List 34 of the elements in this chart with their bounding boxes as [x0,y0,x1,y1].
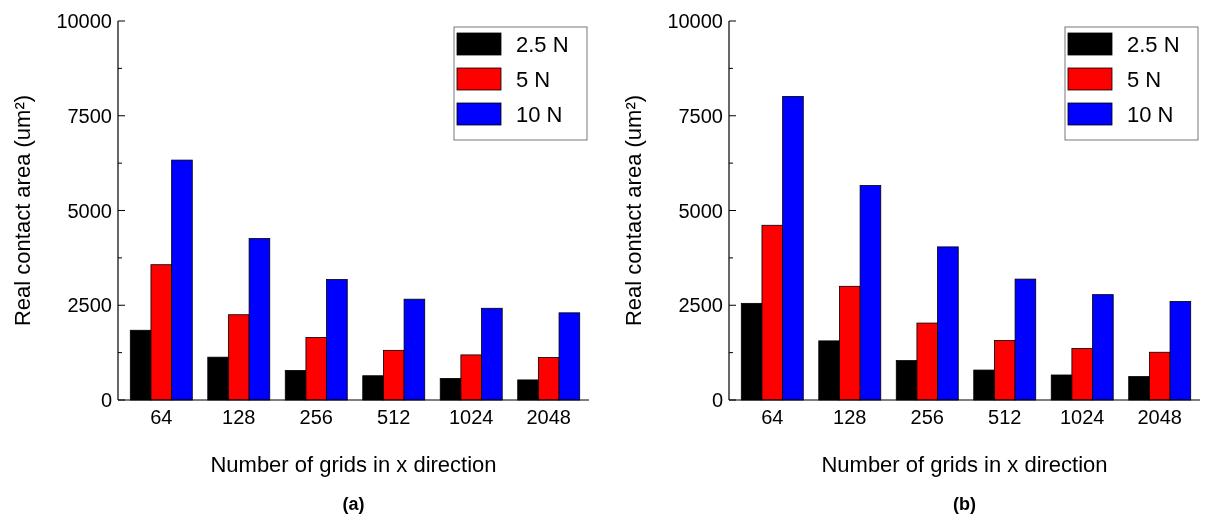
y-tick-label: 0 [711,389,723,411]
text: (b) [953,494,976,514]
x-tick-label: 128 [833,406,867,428]
x-tick-label: 64 [150,406,173,428]
x-axis-title: Number of grids in x direction [210,452,497,477]
x-tick-label: 1024 [448,406,494,428]
legend-label: 10 N [516,101,563,127]
legend-label: 5 N [1127,66,1162,92]
x-tick-label: 128 [222,406,256,428]
y-tick-label: 10000 [56,10,112,32]
legend-label: 5 N [516,66,551,92]
y-tick-label: 10000 [667,10,723,32]
y-tick-label: 7500 [678,104,723,127]
x-tick-label: 2048 [526,406,571,428]
x-tick-label: 64 [761,406,784,428]
y-tick-label: 7500 [67,104,112,127]
y-axis-title: Real contact area (um²) [621,94,646,327]
x-tick-label: 1024 [1059,406,1105,428]
x-tick-label: 512 [377,406,411,428]
y-tick-label: 5000 [67,199,112,222]
y-tick-label: 0 [100,389,112,411]
legend-label: 10 N [1127,101,1174,127]
y-tick-label: 5000 [678,199,723,222]
y-tick-label: 2500 [67,294,112,317]
legend-label: 2.5 N [1127,31,1180,57]
x-tick-label: 512 [988,406,1022,428]
x-tick-label: 2048 [1137,406,1182,428]
x-tick-label: 256 [910,406,944,428]
x-axis-title: Number of grids in x direction [821,452,1108,477]
legend-label: 2.5 N [516,31,569,57]
text: (a) [342,494,365,514]
y-axis-title: Real contact area (um²) [10,94,35,327]
x-tick-label: 256 [299,406,333,428]
y-tick-label: 2500 [678,294,723,317]
